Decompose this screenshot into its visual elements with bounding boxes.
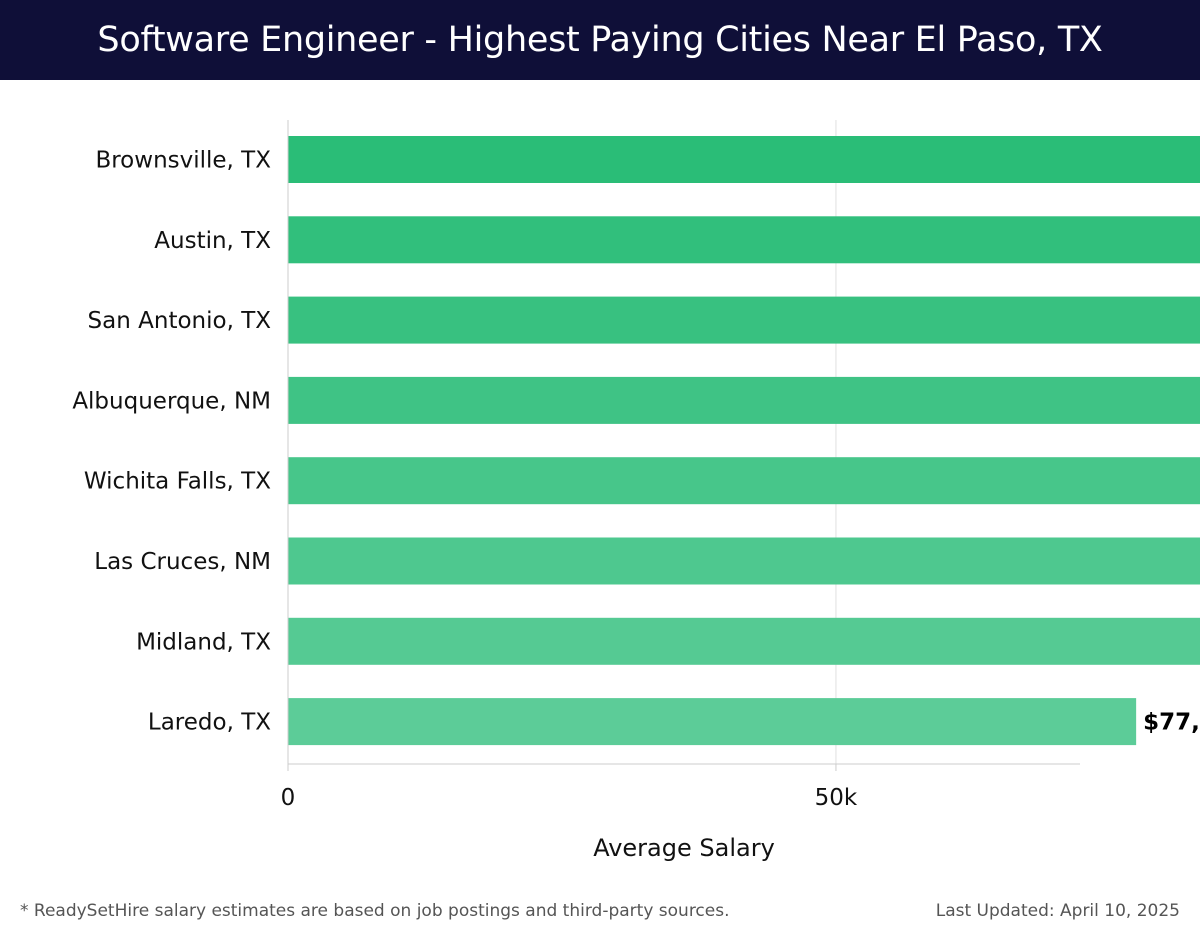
- category-labels: Brownsville, TX Austin, TX San Antonio, TX…: [72, 148, 271, 736]
- bars: [288, 136, 1200, 746]
- category-label: Austin, TX: [154, 228, 271, 254]
- category-label: Laredo, TX: [148, 710, 271, 736]
- category-label: Wichita Falls, TX: [84, 469, 271, 495]
- bar-chart: Brownsville, TX Austin, TX San Antonio, TX…: [72, 120, 1200, 862]
- value-label: $77,393: [1143, 710, 1200, 736]
- category-label: San Antonio, TX: [88, 308, 272, 334]
- bar: [288, 216, 1200, 264]
- category-label: Brownsville, TX: [95, 148, 271, 174]
- bar: [288, 457, 1200, 505]
- chart-header: Software Engineer - Highest Paying Citie…: [0, 0, 1200, 80]
- chart-title: Software Engineer - Highest Paying Citie…: [97, 20, 1103, 60]
- bar: [288, 136, 1200, 183]
- bar: [288, 617, 1200, 665]
- bar: [288, 376, 1200, 424]
- category-label: Midland, TX: [136, 629, 271, 655]
- footnote: * ReadySetHire salary estimates are base…: [20, 901, 730, 921]
- last-updated: Last Updated: April 10, 2025: [935, 901, 1180, 921]
- x-tick-label: 0: [281, 785, 296, 811]
- x-tick-label: 50k: [815, 785, 858, 811]
- x-axis-label: Average Salary: [593, 834, 775, 862]
- value-labels: $137,679$134,216$117,350$115,204$104,176…: [1143, 710, 1200, 736]
- x-axis: 050k100k: [281, 120, 1080, 811]
- category-label: Las Cruces, NM: [94, 549, 271, 575]
- bar: [288, 296, 1200, 344]
- category-label: Albuquerque, NM: [72, 388, 271, 414]
- bar: [288, 537, 1200, 585]
- bar: [288, 698, 1137, 746]
